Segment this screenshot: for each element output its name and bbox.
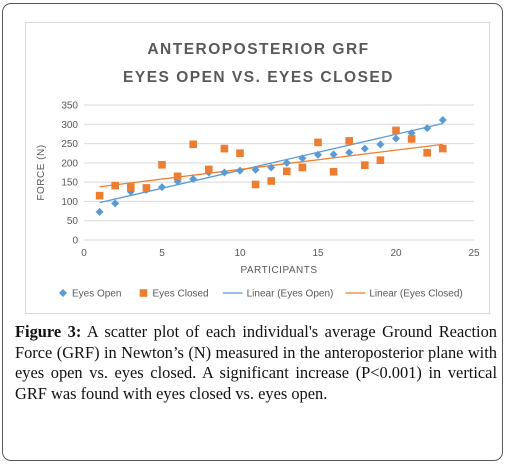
figure-frame: ANTEROPOSTERIOR GRF EYES OPEN VS. EYES C… bbox=[2, 3, 503, 461]
data-point-eyes-open bbox=[360, 144, 369, 153]
y-tick-label: 100 bbox=[61, 197, 78, 208]
y-tick-label: 50 bbox=[67, 216, 79, 227]
data-point-eyes-closed bbox=[189, 140, 197, 149]
data-point-eyes-closed bbox=[407, 135, 416, 143]
x-tick-label: 0 bbox=[81, 248, 87, 259]
data-point-eyes-closed bbox=[173, 172, 182, 181]
data-point-eyes-open bbox=[111, 199, 120, 208]
x-tick-label: 15 bbox=[312, 248, 324, 259]
data-point-eyes-closed bbox=[345, 137, 353, 145]
x-axis-label: PARTICIPANTS bbox=[240, 265, 317, 276]
data-point-eyes-closed bbox=[329, 167, 338, 176]
data-point-eyes-closed bbox=[376, 156, 385, 164]
data-point-eyes-closed bbox=[111, 181, 119, 190]
data-point-eyes-closed bbox=[95, 191, 104, 200]
data-point-eyes-closed bbox=[392, 126, 400, 135]
trendline bbox=[99, 122, 443, 204]
x-tick-label: 25 bbox=[468, 248, 480, 259]
figure-caption: Figure 3: A scatter plot of each individ… bbox=[15, 322, 497, 404]
chart-title-line-2: EYES OPEN VS. EYES CLOSED bbox=[123, 69, 394, 86]
y-tick-label: 300 bbox=[61, 120, 78, 131]
data-point-eyes-closed bbox=[142, 184, 151, 192]
y-tick-label: 0 bbox=[72, 236, 78, 247]
data-point-eyes-open bbox=[298, 154, 307, 163]
caption-text: A scatter plot of each individual's aver… bbox=[15, 322, 497, 403]
legend-label: Linear (Eyes Open) bbox=[247, 289, 334, 300]
data-point-eyes-closed bbox=[314, 138, 322, 147]
y-axis-label: FORCE (N) bbox=[36, 144, 47, 200]
legend-label: Linear (Eyes Closed) bbox=[369, 289, 462, 300]
data-point-eyes-closed bbox=[236, 149, 244, 158]
chart-area: ANTEROPOSTERIOR GRF EYES OPEN VS. EYES C… bbox=[25, 22, 490, 314]
data-point-eyes-closed bbox=[267, 177, 275, 185]
chart-title-line-1: ANTEROPOSTERIOR GRF bbox=[147, 41, 370, 58]
legend-marker bbox=[139, 289, 148, 297]
x-tick-label: 10 bbox=[234, 248, 246, 259]
legend-label: Eyes Closed bbox=[152, 289, 208, 300]
data-point-eyes-open bbox=[314, 150, 322, 159]
data-point-eyes-open bbox=[392, 134, 400, 143]
data-point-eyes-open bbox=[282, 158, 291, 167]
data-point-eyes-open bbox=[158, 183, 166, 192]
scatter-plot: 0 50 100 150 200 250 300 350 0 5 10 15 20 25 PARTICIPA… bbox=[36, 101, 480, 300]
data-point-eyes-closed bbox=[361, 161, 369, 169]
x-tick-label: 5 bbox=[159, 248, 165, 259]
y-tick-label: 350 bbox=[61, 101, 78, 112]
data-point-eyes-open bbox=[267, 163, 276, 172]
data-point-eyes-closed bbox=[127, 183, 135, 191]
data-point-eyes-open bbox=[345, 148, 354, 157]
data-point-eyes-closed bbox=[220, 144, 229, 153]
data-point-eyes-closed bbox=[205, 165, 213, 174]
legend-marker bbox=[59, 289, 67, 297]
data-point-eyes-open bbox=[220, 168, 229, 177]
data-point-eyes-closed bbox=[439, 144, 447, 153]
data-point-eyes-open bbox=[376, 140, 385, 149]
data-point-eyes-open bbox=[251, 165, 260, 174]
figure-label: Figure 3: bbox=[15, 322, 82, 341]
data-point-eyes-open bbox=[423, 124, 432, 133]
data-point-eyes-open bbox=[329, 150, 338, 159]
data-point-eyes-closed bbox=[298, 163, 307, 172]
data-point-eyes-closed bbox=[423, 149, 431, 157]
y-tick-label: 200 bbox=[61, 158, 78, 169]
x-tick-label: 20 bbox=[390, 248, 402, 259]
data-point-eyes-closed bbox=[283, 167, 291, 176]
data-point-eyes-open bbox=[95, 207, 104, 216]
y-tick-label: 150 bbox=[61, 178, 78, 189]
y-tick-label: 250 bbox=[61, 139, 78, 150]
legend-label: Eyes Open bbox=[72, 289, 121, 300]
data-point-eyes-closed bbox=[158, 160, 166, 169]
data-point-eyes-open bbox=[189, 175, 198, 184]
data-point-eyes-open bbox=[236, 166, 244, 175]
data-point-eyes-closed bbox=[251, 180, 260, 189]
data-point-eyes-open bbox=[438, 116, 447, 125]
